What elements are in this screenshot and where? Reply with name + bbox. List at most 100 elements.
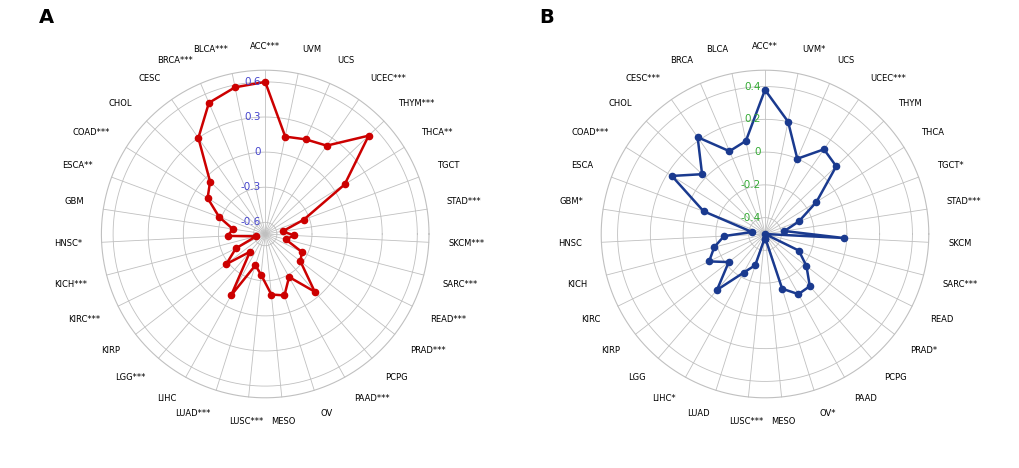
Text: UVM: UVM <box>302 45 321 54</box>
Text: HNSC: HNSC <box>557 239 581 248</box>
Text: BRCA: BRCA <box>669 57 692 66</box>
Point <box>798 263 814 270</box>
Text: KIRC: KIRC <box>581 315 600 324</box>
Text: KIRC***: KIRC*** <box>68 315 101 324</box>
Text: CESC: CESC <box>138 74 160 83</box>
Point <box>689 133 705 141</box>
Point <box>705 243 721 251</box>
Point <box>827 162 844 170</box>
Text: UCEC***: UCEC*** <box>370 74 406 83</box>
Point <box>789 155 805 162</box>
Point <box>318 142 334 149</box>
Text: -0.4: -0.4 <box>740 212 760 223</box>
Text: HNSC*: HNSC* <box>54 239 82 248</box>
Point <box>224 225 240 233</box>
Text: KICH: KICH <box>567 280 587 289</box>
Text: KIRP: KIRP <box>101 346 120 355</box>
Text: CHOL: CHOL <box>109 99 132 108</box>
Text: SARC***: SARC*** <box>942 280 977 289</box>
Point <box>756 235 772 242</box>
Text: UVM*: UVM* <box>801 45 824 54</box>
Point <box>263 291 279 298</box>
Point <box>336 181 353 188</box>
Text: PCPG: PCPG <box>883 373 906 382</box>
Point <box>277 133 293 140</box>
Text: GBM*: GBM* <box>559 197 583 206</box>
Text: 0.6: 0.6 <box>245 77 261 87</box>
Point <box>775 227 792 235</box>
Text: PAAD: PAAD <box>853 395 876 403</box>
Text: READ***: READ*** <box>429 315 466 324</box>
Point <box>242 248 258 256</box>
Text: THCA: THCA <box>920 128 943 137</box>
Point <box>790 247 806 254</box>
Point <box>780 118 796 125</box>
Point <box>218 260 234 268</box>
Point <box>708 286 725 294</box>
Text: -0.6: -0.6 <box>240 217 261 227</box>
Text: COAD***: COAD*** <box>72 128 109 137</box>
Point <box>291 257 308 265</box>
Point <box>790 218 806 225</box>
Text: UCEC***: UCEC*** <box>869 74 905 83</box>
Text: ESCA: ESCA <box>571 161 592 170</box>
Point <box>835 234 851 242</box>
Point <box>360 132 376 139</box>
Text: OV*: OV* <box>819 409 836 418</box>
Text: UCS: UCS <box>837 57 854 66</box>
Point <box>223 292 239 299</box>
Text: CHOL: CHOL <box>608 99 632 108</box>
Point <box>715 232 732 240</box>
Point <box>298 136 314 143</box>
Point <box>280 273 297 281</box>
Text: GBM: GBM <box>64 197 84 206</box>
Point <box>719 258 736 266</box>
Point <box>693 170 709 178</box>
Point <box>756 86 772 94</box>
Point <box>201 99 217 107</box>
Text: THCA**: THCA** <box>421 128 452 137</box>
Text: SARC***: SARC*** <box>442 280 478 289</box>
Point <box>735 269 751 277</box>
Point <box>737 137 753 145</box>
Text: LUSC***: LUSC*** <box>729 417 763 425</box>
Text: ACC**: ACC** <box>751 42 777 51</box>
Text: PRAD***: PRAD*** <box>410 346 445 355</box>
Text: PCPG: PCPG <box>384 373 407 382</box>
Text: LIHC: LIHC <box>157 395 176 403</box>
Point <box>663 172 680 180</box>
Point <box>807 198 823 205</box>
Point <box>277 235 293 243</box>
Text: -0.3: -0.3 <box>240 182 261 192</box>
Text: LGG***: LGG*** <box>115 373 146 382</box>
Point <box>743 228 759 236</box>
Point <box>746 262 762 269</box>
Text: SKCM***: SKCM*** <box>448 239 484 248</box>
Text: BLCA: BLCA <box>705 45 728 54</box>
Text: ESCA**: ESCA** <box>62 161 93 170</box>
Text: 0.3: 0.3 <box>245 112 261 122</box>
Text: LIHC*: LIHC* <box>652 395 676 403</box>
Point <box>293 249 310 256</box>
Text: KICH***: KICH*** <box>55 280 88 289</box>
Text: MESO: MESO <box>271 417 296 425</box>
Point <box>296 216 312 224</box>
Point <box>815 146 832 153</box>
Point <box>253 271 269 278</box>
Text: SKCM: SKCM <box>948 239 971 248</box>
Point <box>756 230 772 238</box>
Text: COAD***: COAD*** <box>572 128 608 137</box>
Point <box>200 194 216 202</box>
Text: MESO: MESO <box>770 417 795 425</box>
Point <box>248 233 264 240</box>
Point <box>226 84 243 91</box>
Point <box>202 178 218 185</box>
Point <box>276 292 292 299</box>
Point <box>695 207 711 215</box>
Text: OV: OV <box>320 409 332 418</box>
Text: LUSC***: LUSC*** <box>229 417 264 425</box>
Point <box>219 232 235 240</box>
Text: -0.2: -0.2 <box>740 180 760 190</box>
Text: TGCT*: TGCT* <box>936 161 963 170</box>
Text: LUAD***: LUAD*** <box>174 409 210 418</box>
